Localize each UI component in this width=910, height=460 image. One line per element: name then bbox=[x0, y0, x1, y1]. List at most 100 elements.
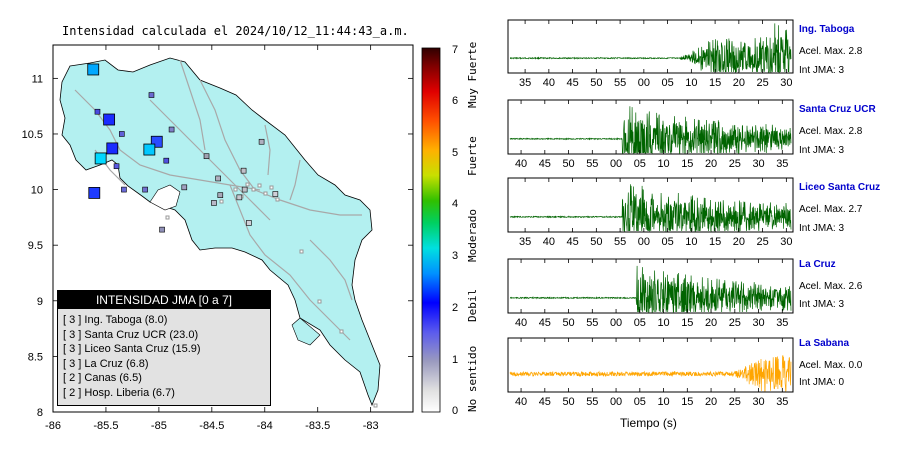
station-intensity: Int JMA: 3 bbox=[799, 145, 845, 156]
panel-x-tick-label: 00 bbox=[610, 158, 622, 170]
panel-x-tick-label: 35 bbox=[776, 317, 788, 329]
panel-x-tick-label: 30 bbox=[752, 158, 764, 170]
panel-x-tick-label: 30 bbox=[780, 236, 792, 248]
legend-item: [ 2 ] Hosp. Liberia (6.7) bbox=[63, 386, 175, 399]
panel-x-tick-label: 20 bbox=[705, 317, 717, 329]
panel-x-tick-label: 35 bbox=[519, 77, 531, 89]
panel-x-tick-label: 25 bbox=[729, 396, 741, 408]
legend-item: [ 3 ] Ing. Taboga (8.0) bbox=[63, 314, 168, 326]
station-marker-small bbox=[211, 200, 217, 206]
y-tick-label: 8 bbox=[37, 407, 43, 419]
station-marker-large bbox=[150, 135, 163, 148]
station-marker-small bbox=[236, 194, 243, 201]
station-marker-large bbox=[143, 143, 156, 156]
station-marker-large bbox=[88, 187, 101, 199]
panel-x-tick-label: 20 bbox=[733, 77, 745, 89]
gulf-nicoya bbox=[149, 184, 181, 211]
waveform-panel: 40 45 50 55 00 05 10 15 20 25 30 35 bbox=[507, 258, 794, 329]
panel-x-tick-label: 30 bbox=[752, 317, 764, 329]
panel-x-tick-label: 10 bbox=[657, 158, 669, 170]
station-marker-small bbox=[240, 167, 247, 174]
panel-x-tick-label: 15 bbox=[681, 396, 693, 408]
panel-x-tick-label: 50 bbox=[562, 317, 574, 329]
costa-rica-landmass bbox=[59, 57, 381, 407]
panel-frame bbox=[507, 337, 794, 393]
waveform-trace bbox=[509, 23, 792, 73]
panel-x-tick-label: 50 bbox=[562, 396, 574, 408]
station-marker-small bbox=[203, 153, 210, 160]
panel-x-tick-label: 05 bbox=[661, 77, 673, 89]
waveform-panel: 40 45 50 55 00 05 10 15 20 25 30 35 bbox=[507, 337, 794, 408]
panel-x-tick-label: 50 bbox=[590, 236, 602, 248]
stations-large bbox=[87, 63, 163, 199]
station-accel: Acel. Max. 2.7 bbox=[799, 204, 863, 215]
station-marker-small bbox=[246, 220, 252, 226]
waveform-trace bbox=[509, 184, 792, 232]
panel-x-tick-label: 25 bbox=[729, 317, 741, 329]
panel-x-tick-label: 05 bbox=[634, 317, 646, 329]
panel-x-tick-label: 25 bbox=[756, 77, 768, 89]
y-tick-label: 8.5 bbox=[28, 351, 43, 363]
panel-x-tick-label: 20 bbox=[733, 236, 745, 248]
colorbar bbox=[421, 47, 441, 413]
panel-x-tick-label: 55 bbox=[614, 236, 626, 248]
waveform-trace bbox=[509, 265, 792, 313]
y-tick-label: 9.5 bbox=[28, 240, 43, 252]
station-intensity: Int JMA: 0 bbox=[799, 377, 845, 388]
station-marker-small bbox=[272, 191, 279, 197]
station-marker-small bbox=[121, 186, 127, 193]
panel-x-tick-label: 30 bbox=[752, 396, 764, 408]
waveform-panel: 35 40 45 50 55 00 05 10 15 20 25 30 bbox=[507, 19, 794, 89]
station-marker-small bbox=[159, 226, 165, 233]
panel-x-tick-label: 10 bbox=[657, 396, 669, 408]
osa-peninsula bbox=[291, 317, 321, 346]
panel-x-tick-label: 25 bbox=[756, 236, 768, 248]
panel-x-tick-label: 45 bbox=[566, 77, 578, 89]
intensity-legend: INTENSIDAD JMA [0 a 7] [ 3 ] Ing. Taboga… bbox=[57, 290, 271, 406]
station-marker-small bbox=[258, 138, 265, 145]
panel-x-tick-label: 50 bbox=[590, 77, 602, 89]
waveform-panel: 35 40 45 50 55 00 05 10 15 20 25 30 bbox=[507, 177, 794, 248]
panel-x-tick-label: 10 bbox=[685, 77, 697, 89]
panel-x-tick-label: 00 bbox=[610, 317, 622, 329]
cbar-tick: 2 bbox=[452, 302, 459, 314]
panel-x-tick-label: 20 bbox=[705, 396, 717, 408]
panel-x-tick-label: 10 bbox=[657, 317, 669, 329]
waveform-panel: 40 45 50 55 00 05 10 15 20 25 30 35 bbox=[507, 99, 794, 170]
station-name: Ing. Taboga bbox=[799, 24, 855, 35]
panel-x-tick-label: 30 bbox=[780, 77, 792, 89]
panel-x-tick-label: 45 bbox=[539, 317, 551, 329]
panel-x-tick-label: 45 bbox=[539, 158, 551, 170]
stations-small bbox=[94, 92, 279, 233]
x-tick-label: -83.5 bbox=[305, 420, 330, 432]
map-title: Intensidad calculada el 2024/10/12_11:44… bbox=[62, 24, 409, 38]
cbar-tick: 7 bbox=[452, 44, 459, 56]
panel-x-tick-label: 55 bbox=[586, 317, 598, 329]
cbar-tick: 4 bbox=[452, 198, 459, 210]
panel-x-tick-label: 55 bbox=[614, 77, 626, 89]
station-accel: Acel. Max. 2.8 bbox=[799, 126, 863, 137]
map-axis-ticks: -86 -85.5 -85 -84.5 -84 -83.5 -83 8 8.5 9 9.5 10 10.… bbox=[22, 45, 413, 432]
panel-x-tick-label: 40 bbox=[515, 317, 527, 329]
station-marker-small bbox=[113, 163, 120, 170]
station-marker-small bbox=[163, 157, 170, 164]
panel-x-tick-label: 40 bbox=[543, 236, 555, 248]
legend-item: [ 3 ] Liceo Santa Cruz (15.9) bbox=[63, 343, 201, 355]
town-markers bbox=[165, 182, 378, 408]
cbar-tick: 5 bbox=[452, 147, 459, 159]
station-marker-large bbox=[94, 152, 107, 165]
station-accel: Acel. Max. 2.8 bbox=[799, 46, 863, 57]
legend-item: [ 3 ] La Cruz (6.8) bbox=[63, 357, 149, 370]
station-marker-small bbox=[215, 175, 221, 182]
cbar-tick: 3 bbox=[452, 250, 459, 262]
panel-x-tick-label: 40 bbox=[543, 77, 555, 89]
station-intensity: Int JMA: 3 bbox=[799, 299, 845, 310]
station-intensity: Int JMA: 3 bbox=[799, 65, 845, 76]
station-marker-large bbox=[87, 63, 100, 76]
station-marker-small bbox=[142, 186, 148, 193]
panel-x-tick-label: 15 bbox=[681, 317, 693, 329]
panel-x-tick-label: 45 bbox=[566, 236, 578, 248]
y-tick-label: 10 bbox=[31, 185, 43, 197]
panel-x-tick-label: 45 bbox=[539, 396, 551, 408]
station-marker-small bbox=[119, 131, 125, 137]
